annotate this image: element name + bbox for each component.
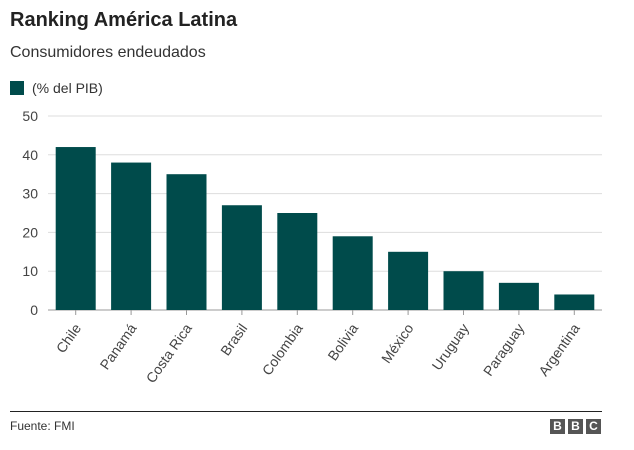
bar — [221, 205, 262, 310]
x-tick-label: Brasil — [217, 321, 250, 359]
y-tick-label: 10 — [22, 263, 38, 279]
y-tick-label: 20 — [22, 224, 38, 240]
bbc-logo-letter: B — [568, 419, 583, 434]
x-tick-label: Uruguay — [428, 321, 471, 374]
footer-divider — [10, 411, 602, 412]
bbc-logo-letter: C — [586, 419, 601, 434]
y-tick-label: 30 — [22, 186, 38, 202]
legend: (% del PIB) — [10, 80, 103, 96]
bar — [277, 213, 318, 310]
bar — [332, 236, 373, 310]
bar — [388, 251, 429, 310]
x-tick-label: Costa Rica — [143, 320, 196, 385]
source-note: Fuente: FMI — [10, 419, 75, 433]
x-tick-label: Panamá — [97, 320, 140, 372]
x-tick-label: Bolivia — [324, 320, 361, 363]
bbc-logo: B B C — [550, 419, 601, 434]
x-tick-label: Paraguay — [480, 321, 527, 379]
x-tick-label: México — [378, 320, 417, 366]
bar — [55, 147, 96, 310]
legend-swatch — [10, 81, 24, 95]
bbc-logo-letter: B — [550, 419, 565, 434]
y-tick-label: 40 — [22, 147, 38, 163]
x-tick-label: Argentina — [535, 320, 583, 378]
chart-subtitle: Consumidores endeudados — [10, 44, 206, 61]
chart-title: Ranking América Latina — [10, 9, 238, 31]
x-tick-label: Colombia — [259, 320, 306, 378]
bar — [111, 162, 152, 310]
y-tick-label: 50 — [22, 108, 38, 124]
y-tick-label: 0 — [30, 302, 38, 318]
bar — [498, 282, 539, 310]
bar — [554, 294, 595, 310]
bar — [443, 271, 484, 310]
x-tick-label: Chile — [53, 320, 85, 355]
bar — [166, 174, 207, 310]
legend-label: (% del PIB) — [32, 80, 103, 96]
